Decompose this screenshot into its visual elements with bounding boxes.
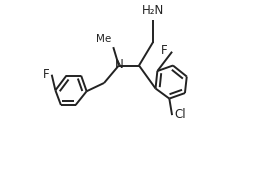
Text: Me: Me bbox=[96, 34, 111, 44]
Text: F: F bbox=[43, 68, 50, 81]
Text: H₂N: H₂N bbox=[142, 4, 164, 17]
Text: N: N bbox=[115, 58, 123, 71]
Text: F: F bbox=[161, 44, 167, 57]
Text: Cl: Cl bbox=[174, 108, 185, 121]
